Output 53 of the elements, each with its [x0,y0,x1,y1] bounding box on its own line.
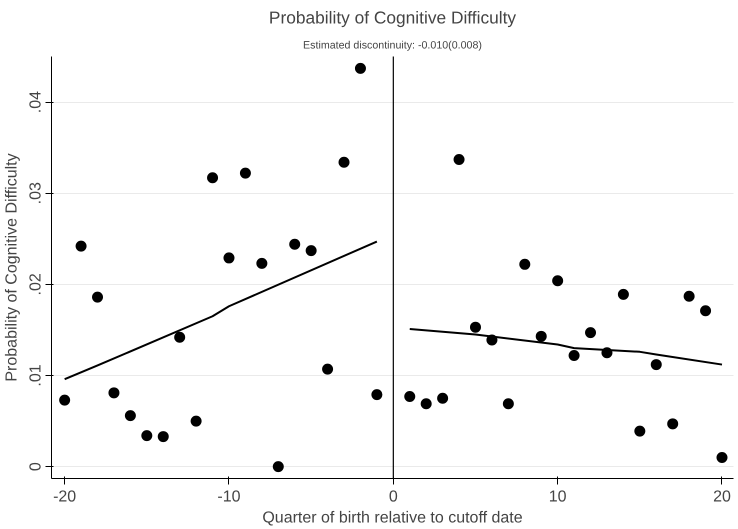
chart-subtitle: Estimated discontinuity: -0.010(0.008) [303,40,482,52]
point [338,156,350,168]
y-tick-label: .04 [28,90,44,114]
point [256,258,268,269]
point [667,418,678,430]
point [585,327,596,338]
x-tick-label: 0 [388,488,398,506]
point [502,398,514,410]
point [700,305,712,316]
x-tick-label: -20 [53,488,76,506]
x-tick-label: 20 [713,488,731,506]
point [650,359,662,370]
point [437,392,448,404]
point [618,288,629,300]
y-tick-label: .03 [28,182,44,204]
point [59,394,70,406]
point [420,398,432,410]
chart-title: Probability of Cognitive Difficulty [268,8,516,28]
point [174,332,186,343]
point [354,62,366,74]
point [207,172,218,184]
line-series [64,240,378,380]
point [371,389,382,400]
point [158,431,169,442]
x-tick-label: -10 [217,488,241,506]
point [519,258,530,270]
point [92,292,104,303]
y-tick-label: .02 [28,273,44,296]
point [272,461,284,472]
y-tick-label: .01 [28,364,44,387]
x-axis-title: Quarter of birth relative to cutoff date [262,510,523,526]
point [536,330,547,342]
x-tick-label: 10 [548,488,567,506]
point [223,252,234,264]
point [306,245,317,256]
point [141,430,152,442]
point [322,364,334,375]
point [190,416,202,427]
point [716,452,728,464]
point [634,426,646,437]
y-tick-label: 0 [28,462,44,472]
point [568,350,580,361]
point [454,154,465,165]
point [124,410,136,422]
point [684,290,695,302]
point [404,390,416,402]
point [552,275,564,286]
point [108,387,120,398]
point [76,240,87,252]
y-axis-title: Probability of Cognitive Difficulty [4,153,20,382]
point [240,168,251,179]
point [289,238,300,250]
point [470,322,481,333]
